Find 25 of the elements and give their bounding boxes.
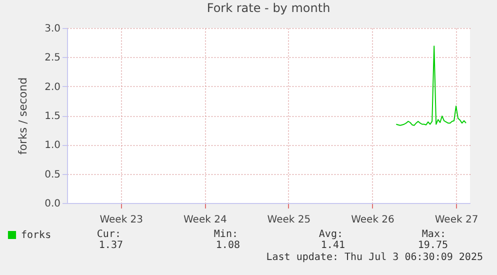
legend-label: forks (21, 230, 52, 241)
x-tick-label: Week 25 (267, 214, 311, 226)
y-axis-title: forks / second (16, 77, 30, 155)
text: Max: (422, 229, 446, 240)
y-tick-label: 1.0 (44, 140, 60, 152)
text: Avg: (318, 229, 343, 240)
y-tick-label: 2.0 (44, 82, 60, 93)
y-tick-label: 3.0 (44, 24, 60, 34)
y-tick-label: 0.0 (44, 198, 60, 210)
text: 1.08 (216, 240, 240, 251)
text: 1.37 (98, 240, 123, 251)
y-tick-label: 1.5 (44, 111, 60, 122)
y-tick-label: 2.5 (44, 52, 60, 64)
text: Min: (214, 229, 238, 240)
text: Cur: (96, 229, 121, 240)
chart-title: Fork rate - by month (206, 1, 330, 15)
text: Last update: Thu Jul 3 06:30:09 2025 (266, 252, 483, 263)
x-tick-label: Week 26 (351, 214, 394, 226)
x-tick-label: Week 24 (184, 214, 227, 226)
y-tick-label: 0.5 (44, 169, 60, 180)
x-tick-label: Week 23 (100, 214, 144, 226)
text: 19.75 (418, 240, 448, 251)
x-tick-label: Week 27 (434, 214, 478, 226)
text: 1.41 (320, 240, 345, 251)
line-series (396, 46, 467, 126)
